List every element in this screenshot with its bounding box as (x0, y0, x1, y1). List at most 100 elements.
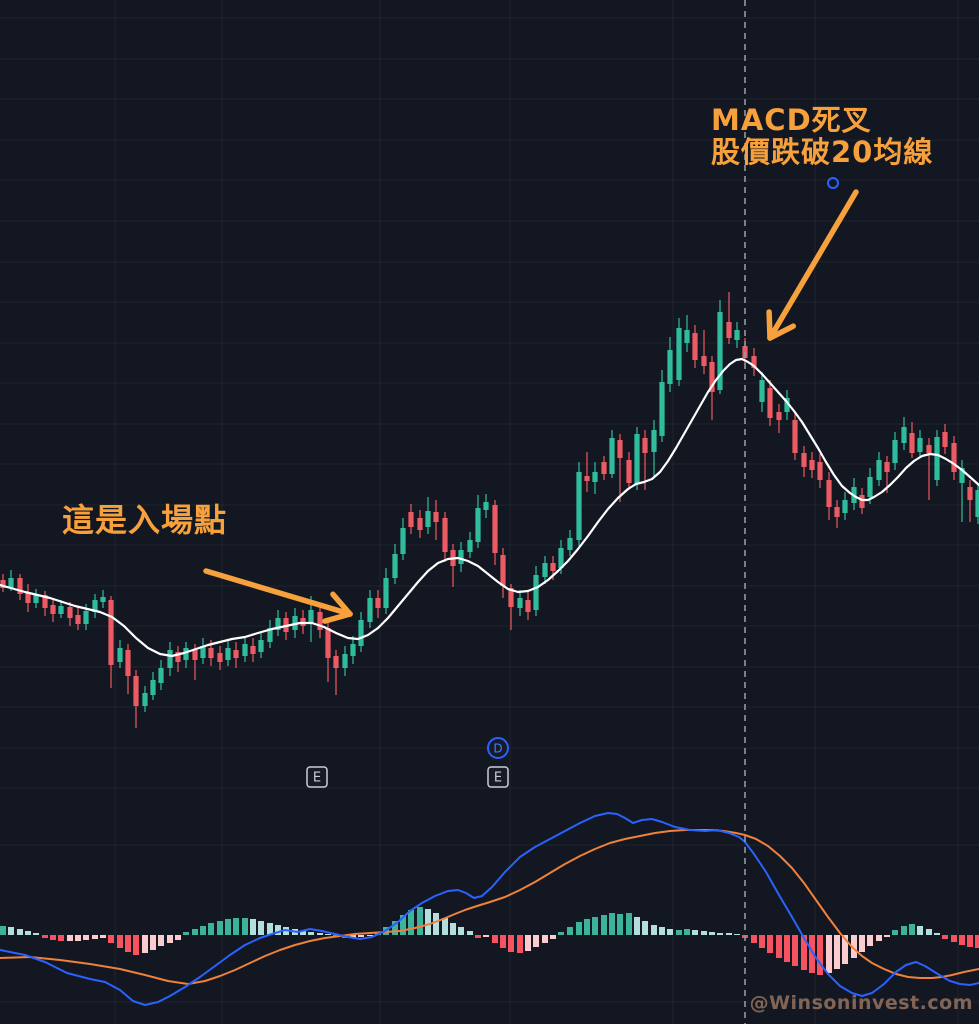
candle-body (842, 500, 848, 513)
macd-histogram-bar (242, 918, 248, 935)
macd-histogram-bar (784, 935, 790, 962)
candle-body (425, 511, 431, 527)
macd-histogram-bar (475, 935, 481, 938)
macd-histogram-bar (859, 935, 865, 952)
macd-histogram-bar (17, 929, 23, 935)
candle-body (258, 640, 264, 652)
candle-body (709, 362, 715, 392)
macd-histogram-bar (417, 907, 423, 935)
candle-body (92, 600, 98, 612)
macd-histogram-bar (701, 931, 707, 935)
macd-histogram-bar (225, 919, 231, 935)
macd-histogram-bar (317, 933, 323, 935)
candle-body (684, 330, 690, 343)
macd-histogram-bar (934, 933, 940, 935)
macd-histogram-bar (576, 922, 582, 935)
drawing-anchor-dot[interactable] (827, 177, 839, 189)
candle-body (275, 618, 281, 630)
candle-body (667, 350, 673, 384)
macd-histogram-bar (192, 929, 198, 935)
candle-body (267, 628, 273, 642)
macd-histogram-bar (617, 914, 623, 935)
candle-body (100, 597, 106, 602)
macd-histogram-bar (217, 921, 223, 935)
macd-histogram-bar (876, 935, 882, 941)
macd-histogram-bar (792, 935, 798, 966)
macd-histogram-bar (975, 935, 979, 948)
macd-histogram-bar (659, 927, 665, 935)
candle-body (192, 650, 198, 660)
macd-histogram-bar (467, 931, 473, 935)
candle-body (592, 472, 598, 482)
macd-histogram-bar (158, 935, 164, 946)
candle-body (617, 440, 623, 458)
macd-histogram-bar (609, 913, 615, 935)
macd-histogram-bar (584, 919, 590, 935)
macd-histogram-bar (826, 935, 832, 973)
candle-body (651, 430, 657, 452)
annotation-death-cross-line1: MACD死叉 (711, 103, 872, 137)
candle-body (325, 628, 331, 658)
candle-body (634, 434, 640, 484)
macd-histogram-bar (809, 935, 815, 973)
candle-body (759, 380, 765, 402)
candle-body (951, 443, 957, 472)
candle-body (834, 507, 840, 517)
candle-body (550, 563, 556, 571)
candle-body (0, 580, 6, 588)
candle-body (125, 650, 131, 676)
macd-histogram-bar (392, 921, 398, 935)
macd-histogram-bar (751, 935, 757, 943)
candle-body (342, 654, 348, 668)
macd-histogram-bar (692, 930, 698, 935)
candle-body (809, 460, 815, 470)
macd-histogram-bar (117, 935, 123, 948)
candle-body (83, 611, 89, 624)
candle-body (217, 653, 223, 662)
macd-histogram-bar (67, 935, 73, 941)
dividend-marker-label: D (493, 742, 502, 756)
candle-body (133, 676, 139, 706)
candle-body (926, 445, 932, 453)
macd-histogram-bar (450, 923, 456, 935)
annotation-death-cross-line2: 股價跌破20均線 (711, 135, 934, 170)
candle-body (483, 502, 489, 510)
candle-body (350, 644, 356, 656)
candle-body (609, 438, 615, 474)
candle-body (942, 432, 948, 447)
macd-histogram-bar (75, 935, 81, 941)
candle-body (525, 600, 531, 612)
macd-histogram-bar (42, 935, 48, 938)
candle-body (692, 333, 698, 360)
macd-histogram-bar (684, 929, 690, 935)
earnings-marker-1-box[interactable] (306, 766, 328, 788)
candle-body (533, 575, 539, 610)
candle-body (959, 468, 965, 483)
macd-histogram-bar (651, 925, 657, 935)
candle-body (676, 328, 682, 380)
macd-histogram-bar (634, 917, 640, 935)
macd-histogram-bar (734, 934, 740, 935)
macd-histogram-bar (842, 935, 848, 964)
candle-body (659, 382, 665, 436)
candle-body (175, 652, 181, 662)
dividend-marker-circle[interactable] (487, 737, 509, 759)
candle-body (492, 505, 498, 553)
candle-body (308, 610, 314, 624)
candle-body (400, 528, 406, 554)
candle-body (884, 462, 890, 472)
candle-body (433, 512, 439, 522)
macd-histogram-bar (208, 923, 214, 935)
macd-histogram-bar (367, 935, 373, 936)
candle-body (717, 312, 723, 390)
candle-body (467, 540, 473, 552)
candle-body (500, 555, 506, 586)
macd-histogram-bar (142, 935, 148, 953)
macd-histogram-bar (83, 935, 89, 940)
earnings-marker-2-box[interactable] (487, 766, 509, 788)
candle-body (975, 490, 979, 517)
macd-histogram-bar (533, 935, 539, 947)
earnings-marker-1-label: E (313, 771, 321, 786)
macd-histogram-bar (676, 930, 682, 935)
